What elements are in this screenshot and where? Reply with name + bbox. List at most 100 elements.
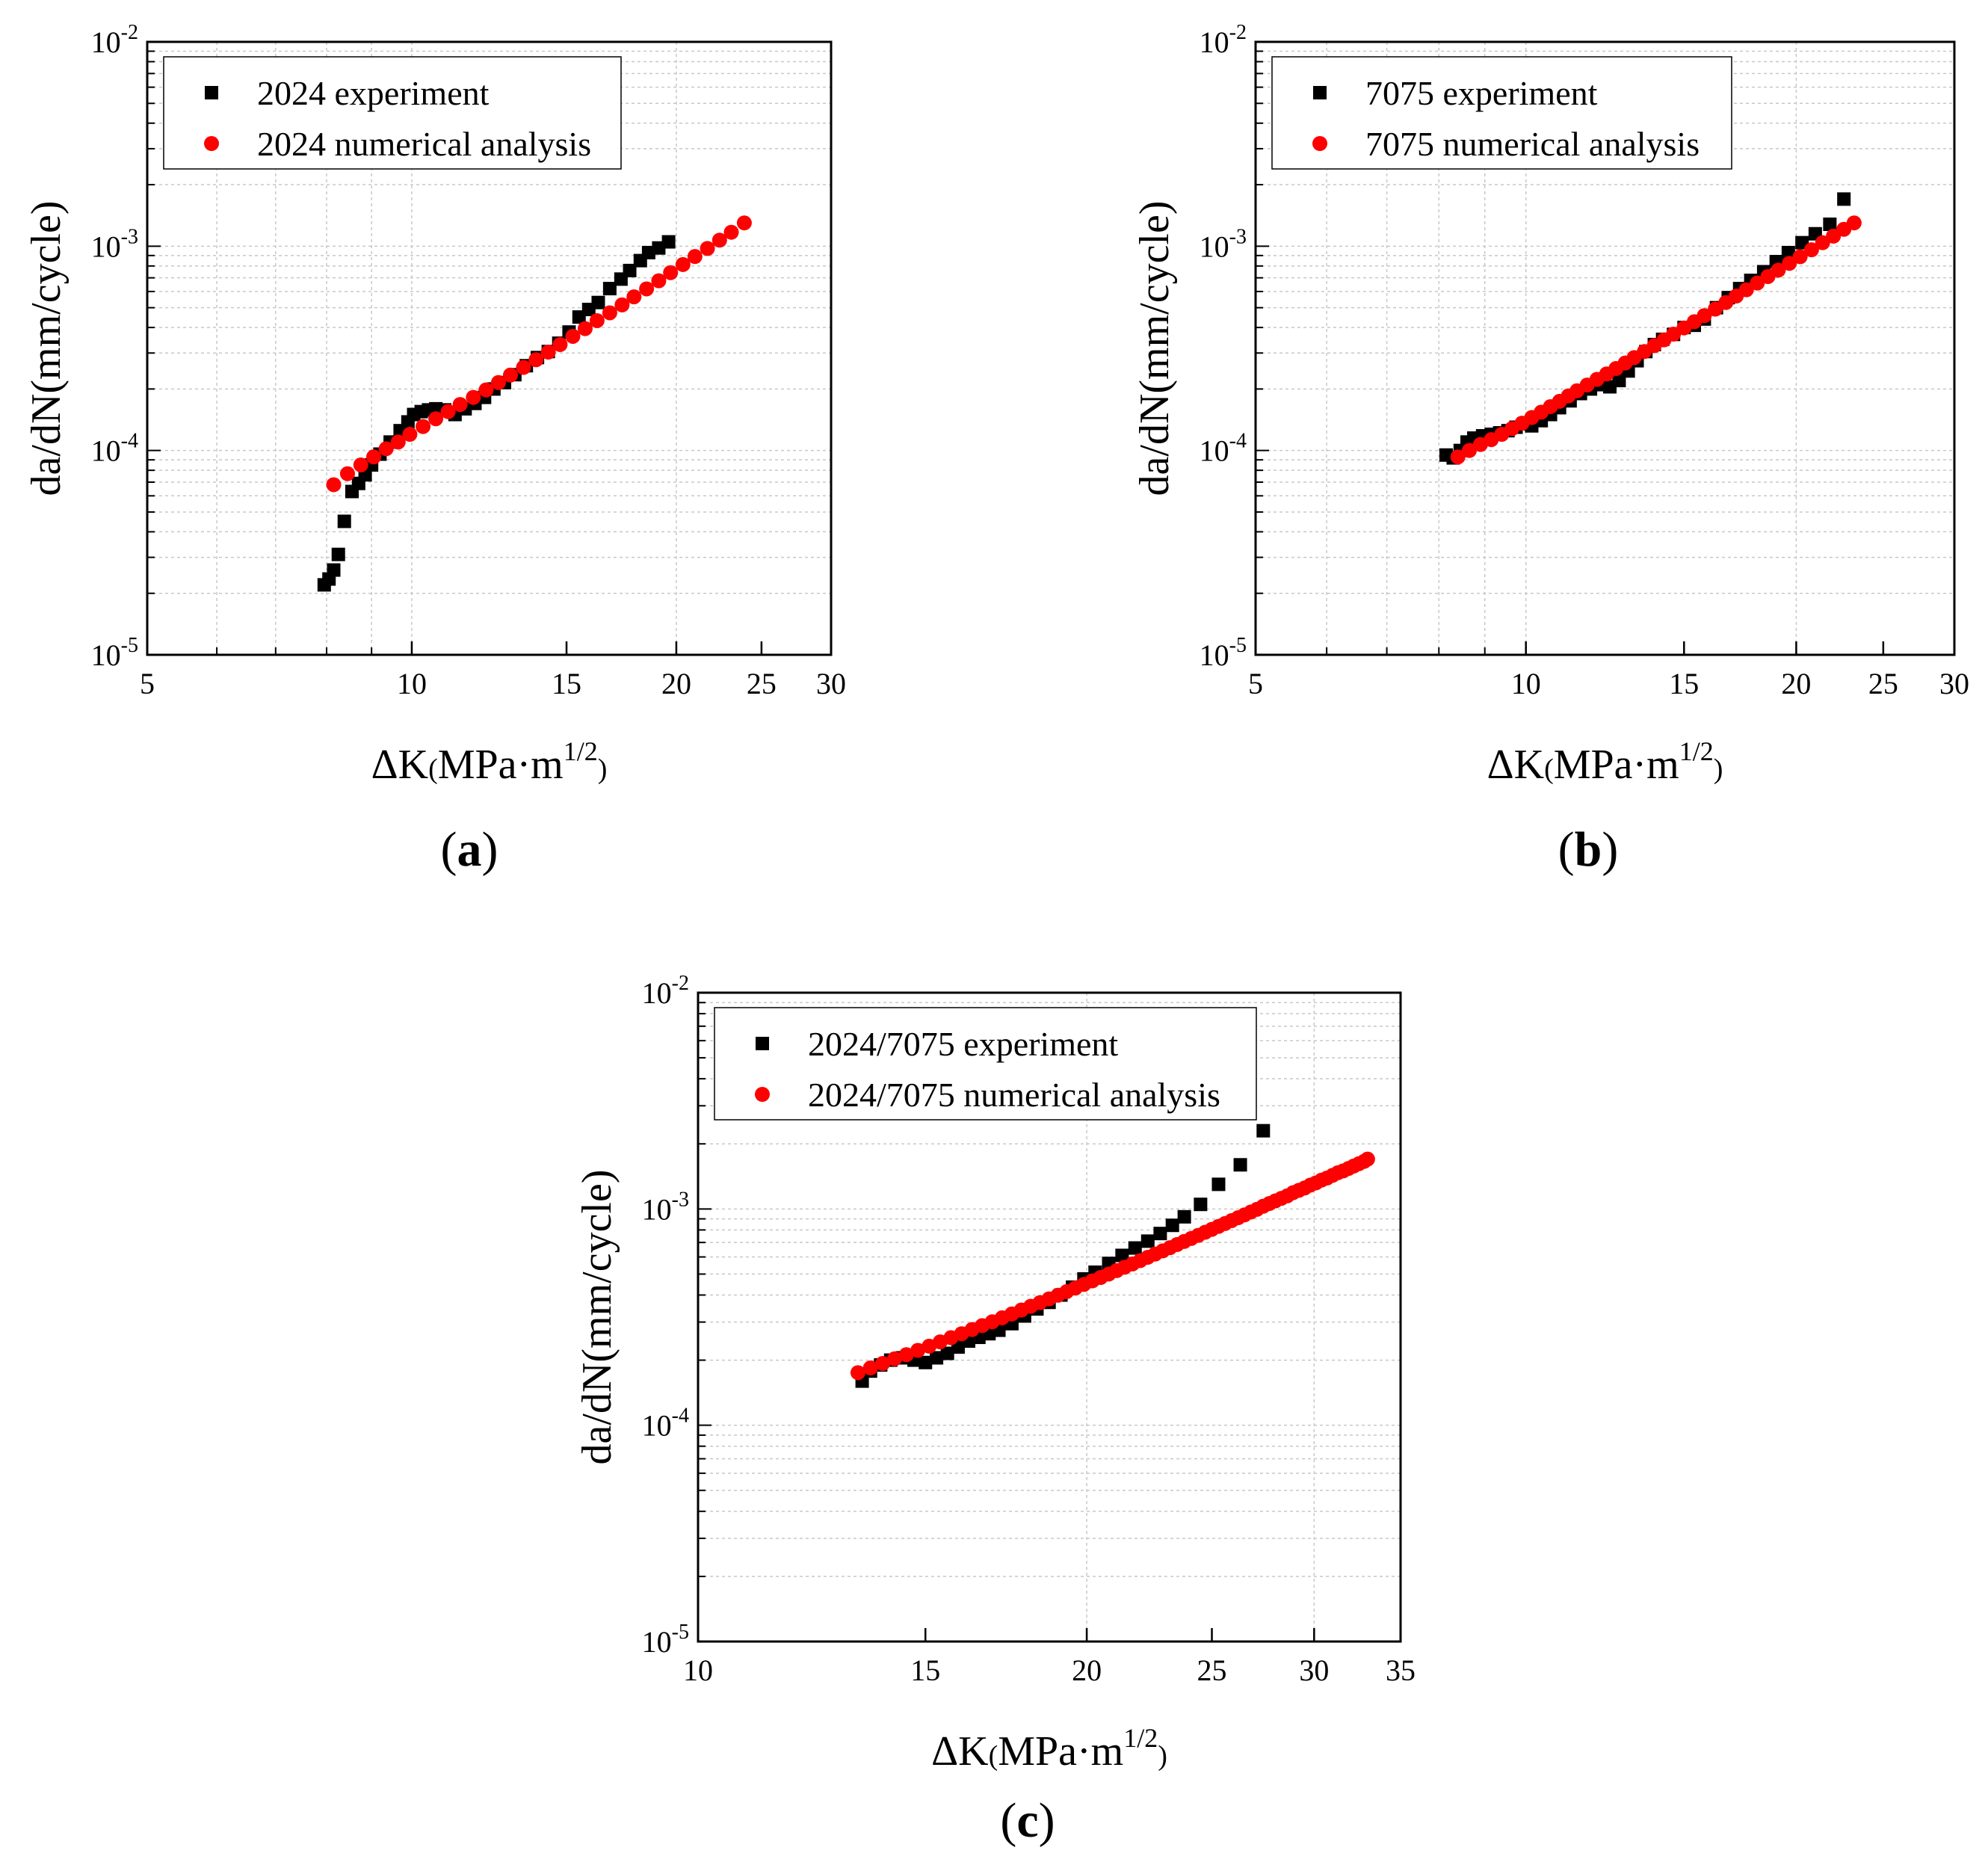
- y-tick-label: 10-4: [642, 1405, 689, 1443]
- data-point-circle: [675, 256, 691, 272]
- legend-label: 2024/7075 experiment: [808, 1025, 1118, 1063]
- data-point-circle: [898, 1347, 914, 1363]
- data-point-circle: [1738, 282, 1754, 298]
- series-numerical: [850, 1151, 1375, 1381]
- x-axis-title: ΔK(MPa·m1/2): [931, 1723, 1167, 1775]
- data-point-circle: [711, 232, 727, 248]
- y-tick-label: 10-4: [1200, 430, 1247, 468]
- x-tick-label: 15: [1669, 667, 1699, 700]
- data-point-circle: [1771, 262, 1786, 278]
- data-point-circle: [353, 457, 368, 472]
- legend-box: [163, 56, 622, 170]
- panel-label: (c): [1000, 1793, 1055, 1848]
- x-tick-label: 10: [397, 667, 427, 700]
- x-tick-label: 5: [140, 667, 155, 700]
- data-point-square: [337, 514, 351, 528]
- legend-marker-circle: [1312, 136, 1327, 151]
- panel-label: (a): [441, 822, 498, 877]
- data-point-square: [919, 1355, 933, 1369]
- data-point-circle: [378, 441, 394, 457]
- x-axis-title: ΔK(MPa·m1/2): [371, 736, 608, 788]
- data-point-circle: [490, 375, 506, 390]
- y-tick-label: 10-2: [642, 972, 689, 1010]
- x-tick-label: 15: [552, 667, 581, 700]
- data-point-circle: [700, 241, 715, 256]
- x-tick-label: 25: [1868, 667, 1898, 700]
- legend-box: [714, 1007, 1257, 1121]
- data-point-circle: [887, 1351, 903, 1366]
- x-tick-label: 10: [683, 1653, 713, 1687]
- legend-label: 7075 experiment: [1365, 74, 1598, 112]
- data-point-square: [1128, 1241, 1142, 1255]
- data-point-square: [1194, 1198, 1208, 1212]
- x-tick-label: 30: [1939, 667, 1969, 700]
- y-axis-title: da/dN(mm/cycle): [23, 201, 70, 496]
- data-point-square: [1165, 1218, 1179, 1233]
- data-point-circle: [516, 360, 531, 375]
- legend-marker-circle: [204, 136, 219, 151]
- x-tick-label: 30: [816, 667, 846, 700]
- data-point-square: [331, 547, 345, 561]
- data-point-circle: [466, 389, 481, 405]
- data-point-circle: [639, 281, 655, 297]
- data-point-square: [661, 235, 676, 249]
- data-point-square: [641, 245, 655, 259]
- chart-panel-b: 5 10 15 20 25 30 10-5 10-4 10-3 10-2 da/dN(mm/cycl…: [1132, 21, 1969, 877]
- x-tick-label: 5: [1248, 667, 1263, 700]
- data-point-circle: [339, 466, 355, 481]
- y-axis-title: da/dN(mm/cycle): [1132, 201, 1178, 496]
- legend: 2024 experiment 2024 numerical analysis: [163, 56, 622, 170]
- data-point-circle: [390, 434, 406, 450]
- x-tick-label: 20: [1072, 1653, 1102, 1687]
- data-point-square: [327, 563, 341, 577]
- y-tick-label: 10-5: [91, 634, 138, 672]
- legend: 7075 experiment 7075 numerical analysis: [1271, 56, 1732, 170]
- data-point-circle: [416, 419, 431, 434]
- data-point-circle: [651, 273, 667, 289]
- legend-label: 2024 numerical analysis: [257, 125, 591, 163]
- data-point-circle: [663, 265, 679, 280]
- legend-label: 7075 numerical analysis: [1365, 125, 1700, 163]
- data-point-square: [1140, 1234, 1155, 1248]
- series-experiment: [1439, 192, 1851, 465]
- data-point-circle: [552, 336, 568, 352]
- data-point-square: [623, 263, 637, 277]
- y-tick-label: 10-3: [1200, 225, 1247, 263]
- data-point-square: [1211, 1177, 1226, 1192]
- data-point-circle: [326, 477, 342, 493]
- legend: 2024/7075 experiment 2024/7075 numerical …: [714, 1007, 1257, 1121]
- data-point-circle: [602, 305, 617, 321]
- data-point-circle: [528, 352, 544, 368]
- data-point-square: [1837, 192, 1851, 206]
- legend-marker-circle: [755, 1087, 770, 1102]
- data-point-circle: [1462, 443, 1478, 458]
- data-point-square: [1115, 1248, 1129, 1263]
- legend-label: 2024 experiment: [257, 74, 490, 112]
- x-tick-label: 20: [1781, 667, 1811, 700]
- data-point-circle: [1782, 256, 1797, 271]
- y-axis-title: da/dN(mm/cycle): [574, 1170, 620, 1465]
- data-point-circle: [862, 1360, 878, 1376]
- data-point-square: [930, 1351, 944, 1365]
- data-point-circle: [502, 367, 518, 383]
- data-point-circle: [402, 427, 418, 443]
- data-point-square: [602, 282, 617, 296]
- data-point-square: [1781, 245, 1795, 259]
- data-point-circle: [910, 1343, 926, 1358]
- chart-panel-c: 10 15 20 25 30 35 10-5 10-4 10-3 10-2 da/dN(mm/cyc…: [574, 972, 1416, 1848]
- data-point-circle: [540, 345, 556, 360]
- x-tick-label: 25: [747, 667, 777, 700]
- y-tick-label: 10-2: [91, 21, 138, 59]
- x-tick-label: 15: [910, 1653, 940, 1687]
- data-point-square: [1153, 1227, 1167, 1241]
- legend-marker-square: [205, 86, 218, 99]
- legend-box: [1271, 56, 1732, 170]
- x-tick-label: 30: [1299, 1653, 1329, 1687]
- data-point-circle: [365, 449, 381, 465]
- data-point-circle: [1697, 308, 1712, 324]
- x-tick-label: 10: [1511, 667, 1541, 700]
- data-point-circle: [440, 404, 456, 419]
- data-point-square: [591, 295, 605, 309]
- data-point-square: [1177, 1209, 1191, 1224]
- data-point-circle: [1359, 1151, 1375, 1167]
